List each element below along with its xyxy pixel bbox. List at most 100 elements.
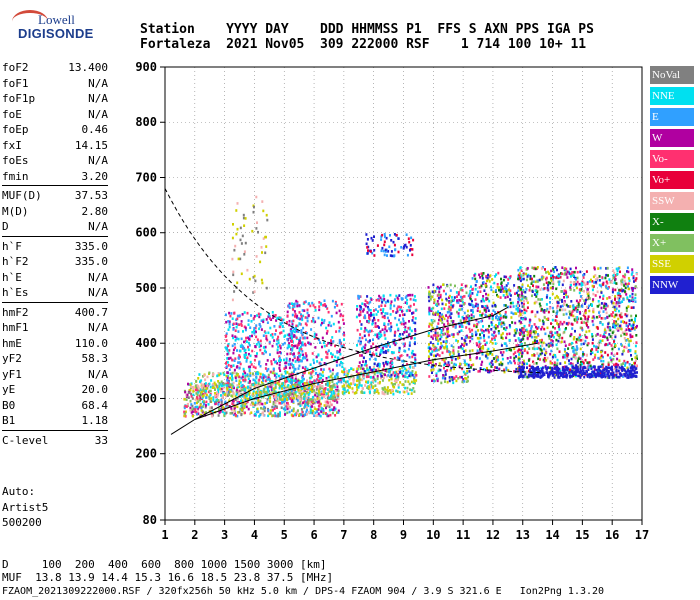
echo-pixel	[357, 365, 360, 368]
echo-pixel	[471, 287, 474, 291]
echo-pixel	[517, 306, 520, 310]
echo-pixel	[348, 376, 350, 379]
echo-pixel	[379, 353, 381, 357]
echo-pixel	[457, 377, 460, 380]
echo-pixel	[512, 352, 515, 356]
echo-pixel	[259, 391, 262, 394]
echo-pixel	[289, 381, 292, 384]
echo-pixel	[334, 385, 337, 389]
echo-pixel	[473, 305, 475, 309]
echo-pixel	[356, 367, 359, 371]
echo-pixel	[287, 345, 290, 349]
echo-pixel	[277, 335, 280, 339]
echo-pixel	[558, 298, 561, 302]
echo-pixel	[575, 345, 578, 348]
echo-pixel	[301, 357, 304, 360]
echo-pixel	[449, 306, 452, 310]
echo-pixel	[512, 305, 515, 308]
echo-pixel	[591, 284, 594, 288]
echo-pixel	[614, 322, 617, 325]
echo-pixel	[388, 319, 390, 323]
echo-pixel	[401, 372, 404, 376]
echo-pixel	[583, 299, 586, 302]
echo-pixel	[518, 365, 521, 368]
echo-pixel	[452, 364, 455, 368]
echo-pixel	[478, 342, 481, 346]
echo-pixel	[384, 301, 387, 304]
echo-pixel	[437, 296, 440, 300]
echo-pixel	[369, 329, 371, 333]
echo-pixel	[301, 366, 304, 369]
echo-pixel	[559, 320, 562, 324]
echo-pixel	[623, 337, 626, 340]
echo-pixel	[369, 375, 372, 379]
echo-pixel	[562, 313, 565, 316]
echo-pixel	[585, 330, 588, 334]
echo-pixel	[334, 414, 337, 417]
echo-pixel	[299, 341, 302, 345]
echo-pixel	[235, 393, 238, 396]
echo-pixel	[262, 237, 265, 240]
echo-pixel	[358, 296, 360, 300]
echo-pixel	[367, 385, 370, 389]
echo-pixel	[558, 350, 561, 353]
echo-pixel	[251, 330, 254, 334]
echo-pixel	[470, 309, 473, 312]
echo-pixel	[404, 301, 407, 304]
echo-pixel	[392, 339, 395, 342]
echo-pixel	[565, 267, 568, 271]
echo-pixel	[506, 289, 509, 292]
echo-pixel	[319, 414, 322, 418]
echo-pixel	[550, 335, 553, 338]
echo-pixel	[311, 411, 314, 415]
echo-pixel	[436, 331, 439, 335]
param-name: foE	[2, 107, 22, 121]
echo-pixel	[223, 410, 226, 413]
echo-pixel	[397, 250, 400, 254]
echo-pixel	[526, 267, 529, 270]
echo-pixel	[327, 375, 330, 379]
echo-pixel	[573, 282, 575, 286]
echo-pixel	[249, 397, 252, 400]
echo-pixel	[390, 351, 393, 354]
echo-pixel	[304, 388, 307, 392]
echo-pixel	[552, 280, 555, 284]
echo-pixel	[277, 345, 280, 349]
param-name: h`E	[2, 270, 22, 284]
echo-pixel	[313, 337, 316, 340]
echo-pixel	[309, 342, 312, 346]
echo-pixel	[551, 274, 554, 278]
echo-pixel	[365, 350, 368, 354]
echo-pixel	[214, 388, 216, 391]
echo-pixel	[304, 365, 307, 369]
echo-pixel	[318, 308, 321, 312]
echo-pixel	[472, 315, 475, 318]
echo-pixel	[200, 390, 203, 394]
echo-pixel	[544, 353, 546, 357]
echo-pixel	[606, 287, 609, 290]
echo-pixel	[358, 381, 361, 384]
echo-pixel	[352, 378, 355, 381]
echo-pixel	[227, 328, 230, 331]
echo-pixel	[575, 364, 578, 367]
echo-pixel	[305, 392, 308, 395]
echo-pixel	[289, 352, 292, 356]
echo-pixel	[448, 353, 451, 356]
echo-pixel	[286, 411, 289, 415]
echo-pixel	[274, 385, 277, 389]
echo-pixel	[466, 379, 469, 383]
echo-pixel	[465, 362, 468, 366]
echo-pixel	[384, 337, 387, 340]
echo-pixel	[288, 380, 291, 383]
echo-pixel	[504, 328, 507, 332]
echo-pixel	[333, 359, 336, 362]
echo-pixel	[317, 354, 320, 357]
echo-pixel	[210, 397, 213, 400]
echo-pixel	[365, 338, 367, 342]
param-value: 20.0	[81, 383, 109, 396]
echo-pixel	[503, 370, 506, 374]
echo-pixel	[370, 345, 373, 348]
echo-pixel	[469, 356, 472, 359]
echo-pixel	[265, 391, 268, 394]
echo-pixel	[340, 344, 343, 348]
